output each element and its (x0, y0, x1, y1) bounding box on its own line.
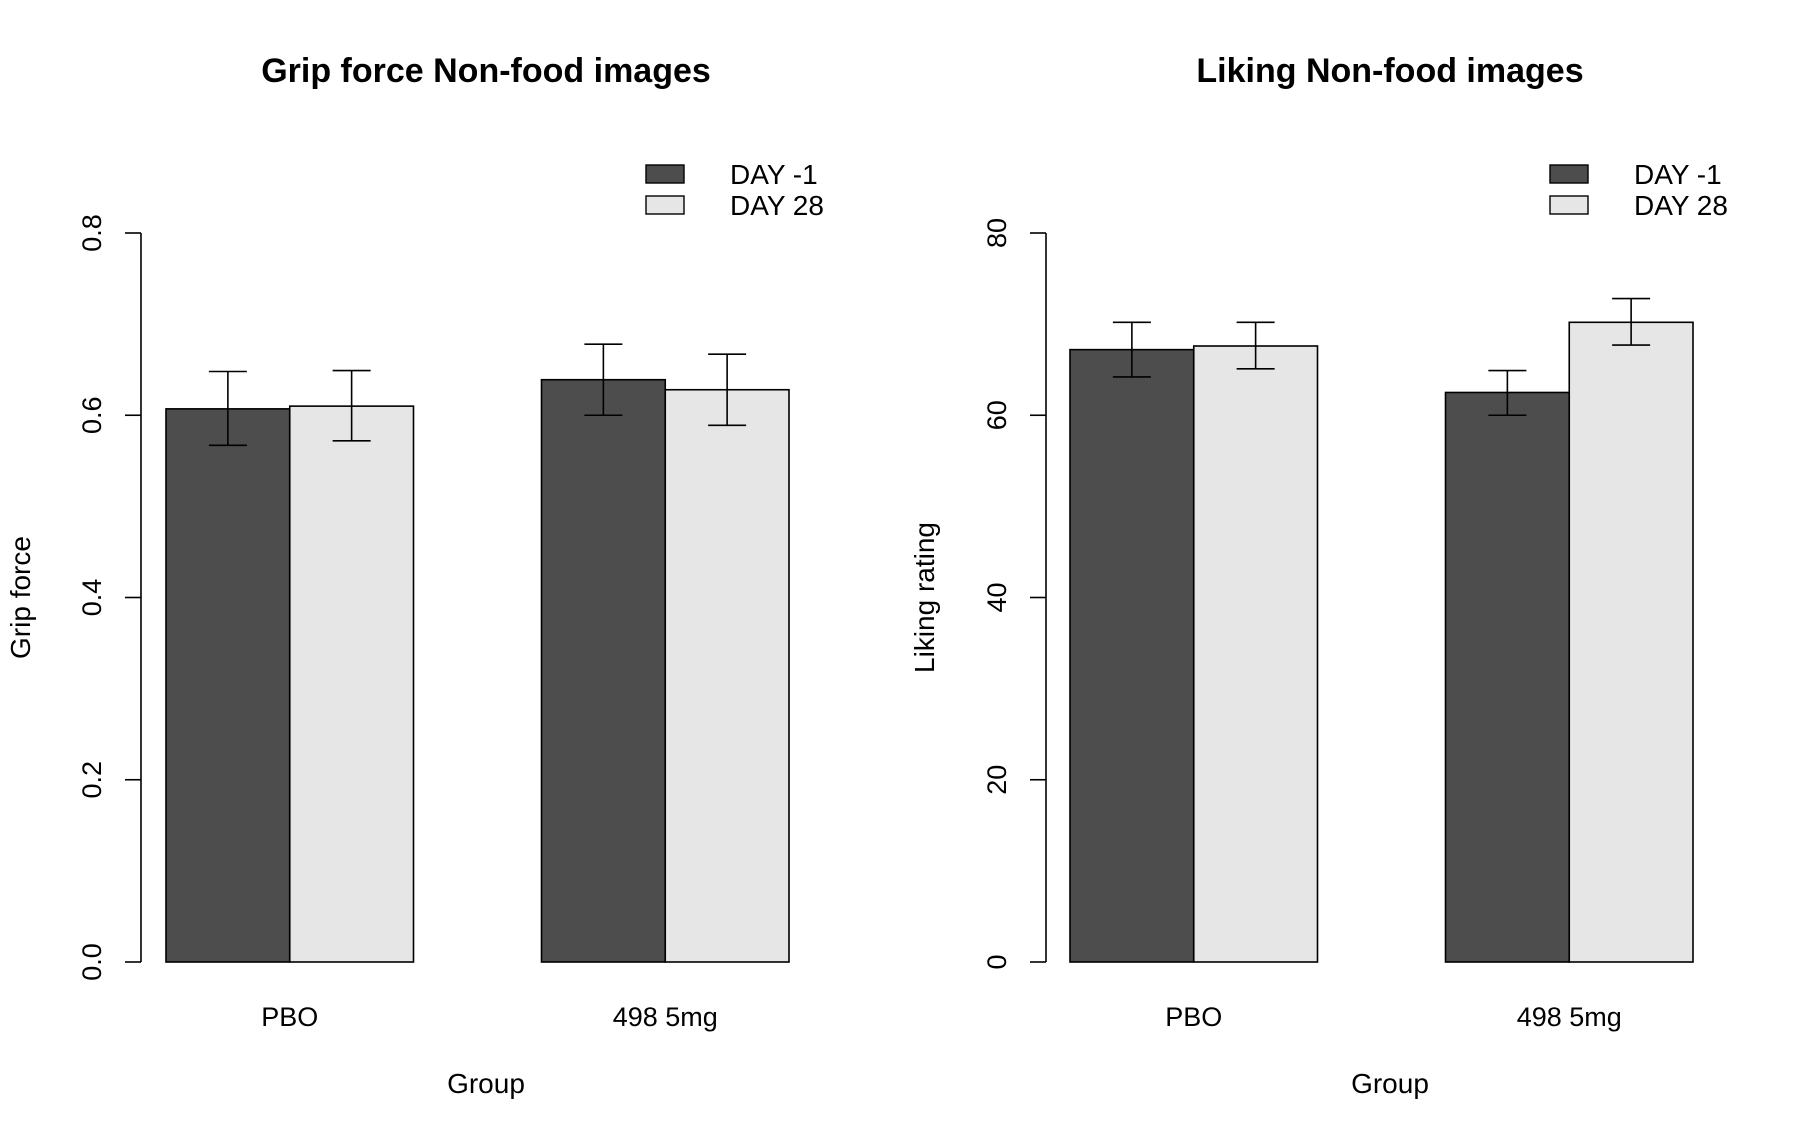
legend-label: DAY -1 (1634, 159, 1722, 190)
bar-day28-2 (664, 388, 790, 963)
y-tick-label: 60 (982, 400, 1012, 430)
y-tick-label: 0.2 (77, 761, 107, 799)
y-tick-label: 20 (982, 765, 1012, 795)
bar-dayminus1-2 (540, 378, 667, 963)
chart-title: Liking Non-food images (1196, 52, 1583, 90)
bar-dayminus1-2 (1444, 391, 1571, 963)
y-tick-label: 0.0 (77, 943, 107, 981)
legend-swatch (645, 164, 685, 184)
x-axis-label: Group (1351, 1068, 1429, 1099)
legend-label: DAY -1 (730, 159, 818, 190)
bar-dayminus1-1 (1069, 348, 1195, 963)
legend-label: DAY 28 (730, 190, 824, 221)
chart-panel-2: Liking Non-food images 0 20 40 60 80 Liking ra… (909, 52, 1728, 1099)
y-tick-label: 0.4 (77, 579, 107, 617)
x-axis-label: Group (447, 1068, 525, 1099)
bar-day28-1 (1192, 345, 1319, 963)
chart-title: Grip force Non-food images (261, 52, 711, 90)
x-tick-label: 498 5mg (1517, 1002, 1622, 1032)
legend-swatch (645, 195, 685, 215)
bar-day28-1 (288, 405, 415, 963)
legend-swatch (1549, 195, 1589, 215)
legend-label: DAY 28 (1634, 190, 1728, 221)
bar-dayminus1-1 (165, 408, 291, 963)
y-tick-label: 80 (982, 218, 1012, 248)
y-tick-label: 0 (982, 954, 1012, 969)
y-tick-label: 0.8 (77, 214, 107, 252)
y-tick-label: 40 (982, 582, 1012, 612)
x-tick-label: PBO (261, 1002, 318, 1032)
x-tick-label: PBO (1165, 1002, 1222, 1032)
y-tick-label: 0.6 (77, 396, 107, 434)
chart-panel-1: Grip force Non-food images 0.0 0.2 0.4 0.6 0.… (5, 52, 824, 1099)
bar-day28-2 (1568, 321, 1694, 963)
x-tick-label: 498 5mg (613, 1002, 718, 1032)
y-axis-label: Liking rating (909, 522, 940, 673)
y-axis-label: Grip force (5, 536, 36, 659)
legend-swatch (1549, 164, 1589, 184)
